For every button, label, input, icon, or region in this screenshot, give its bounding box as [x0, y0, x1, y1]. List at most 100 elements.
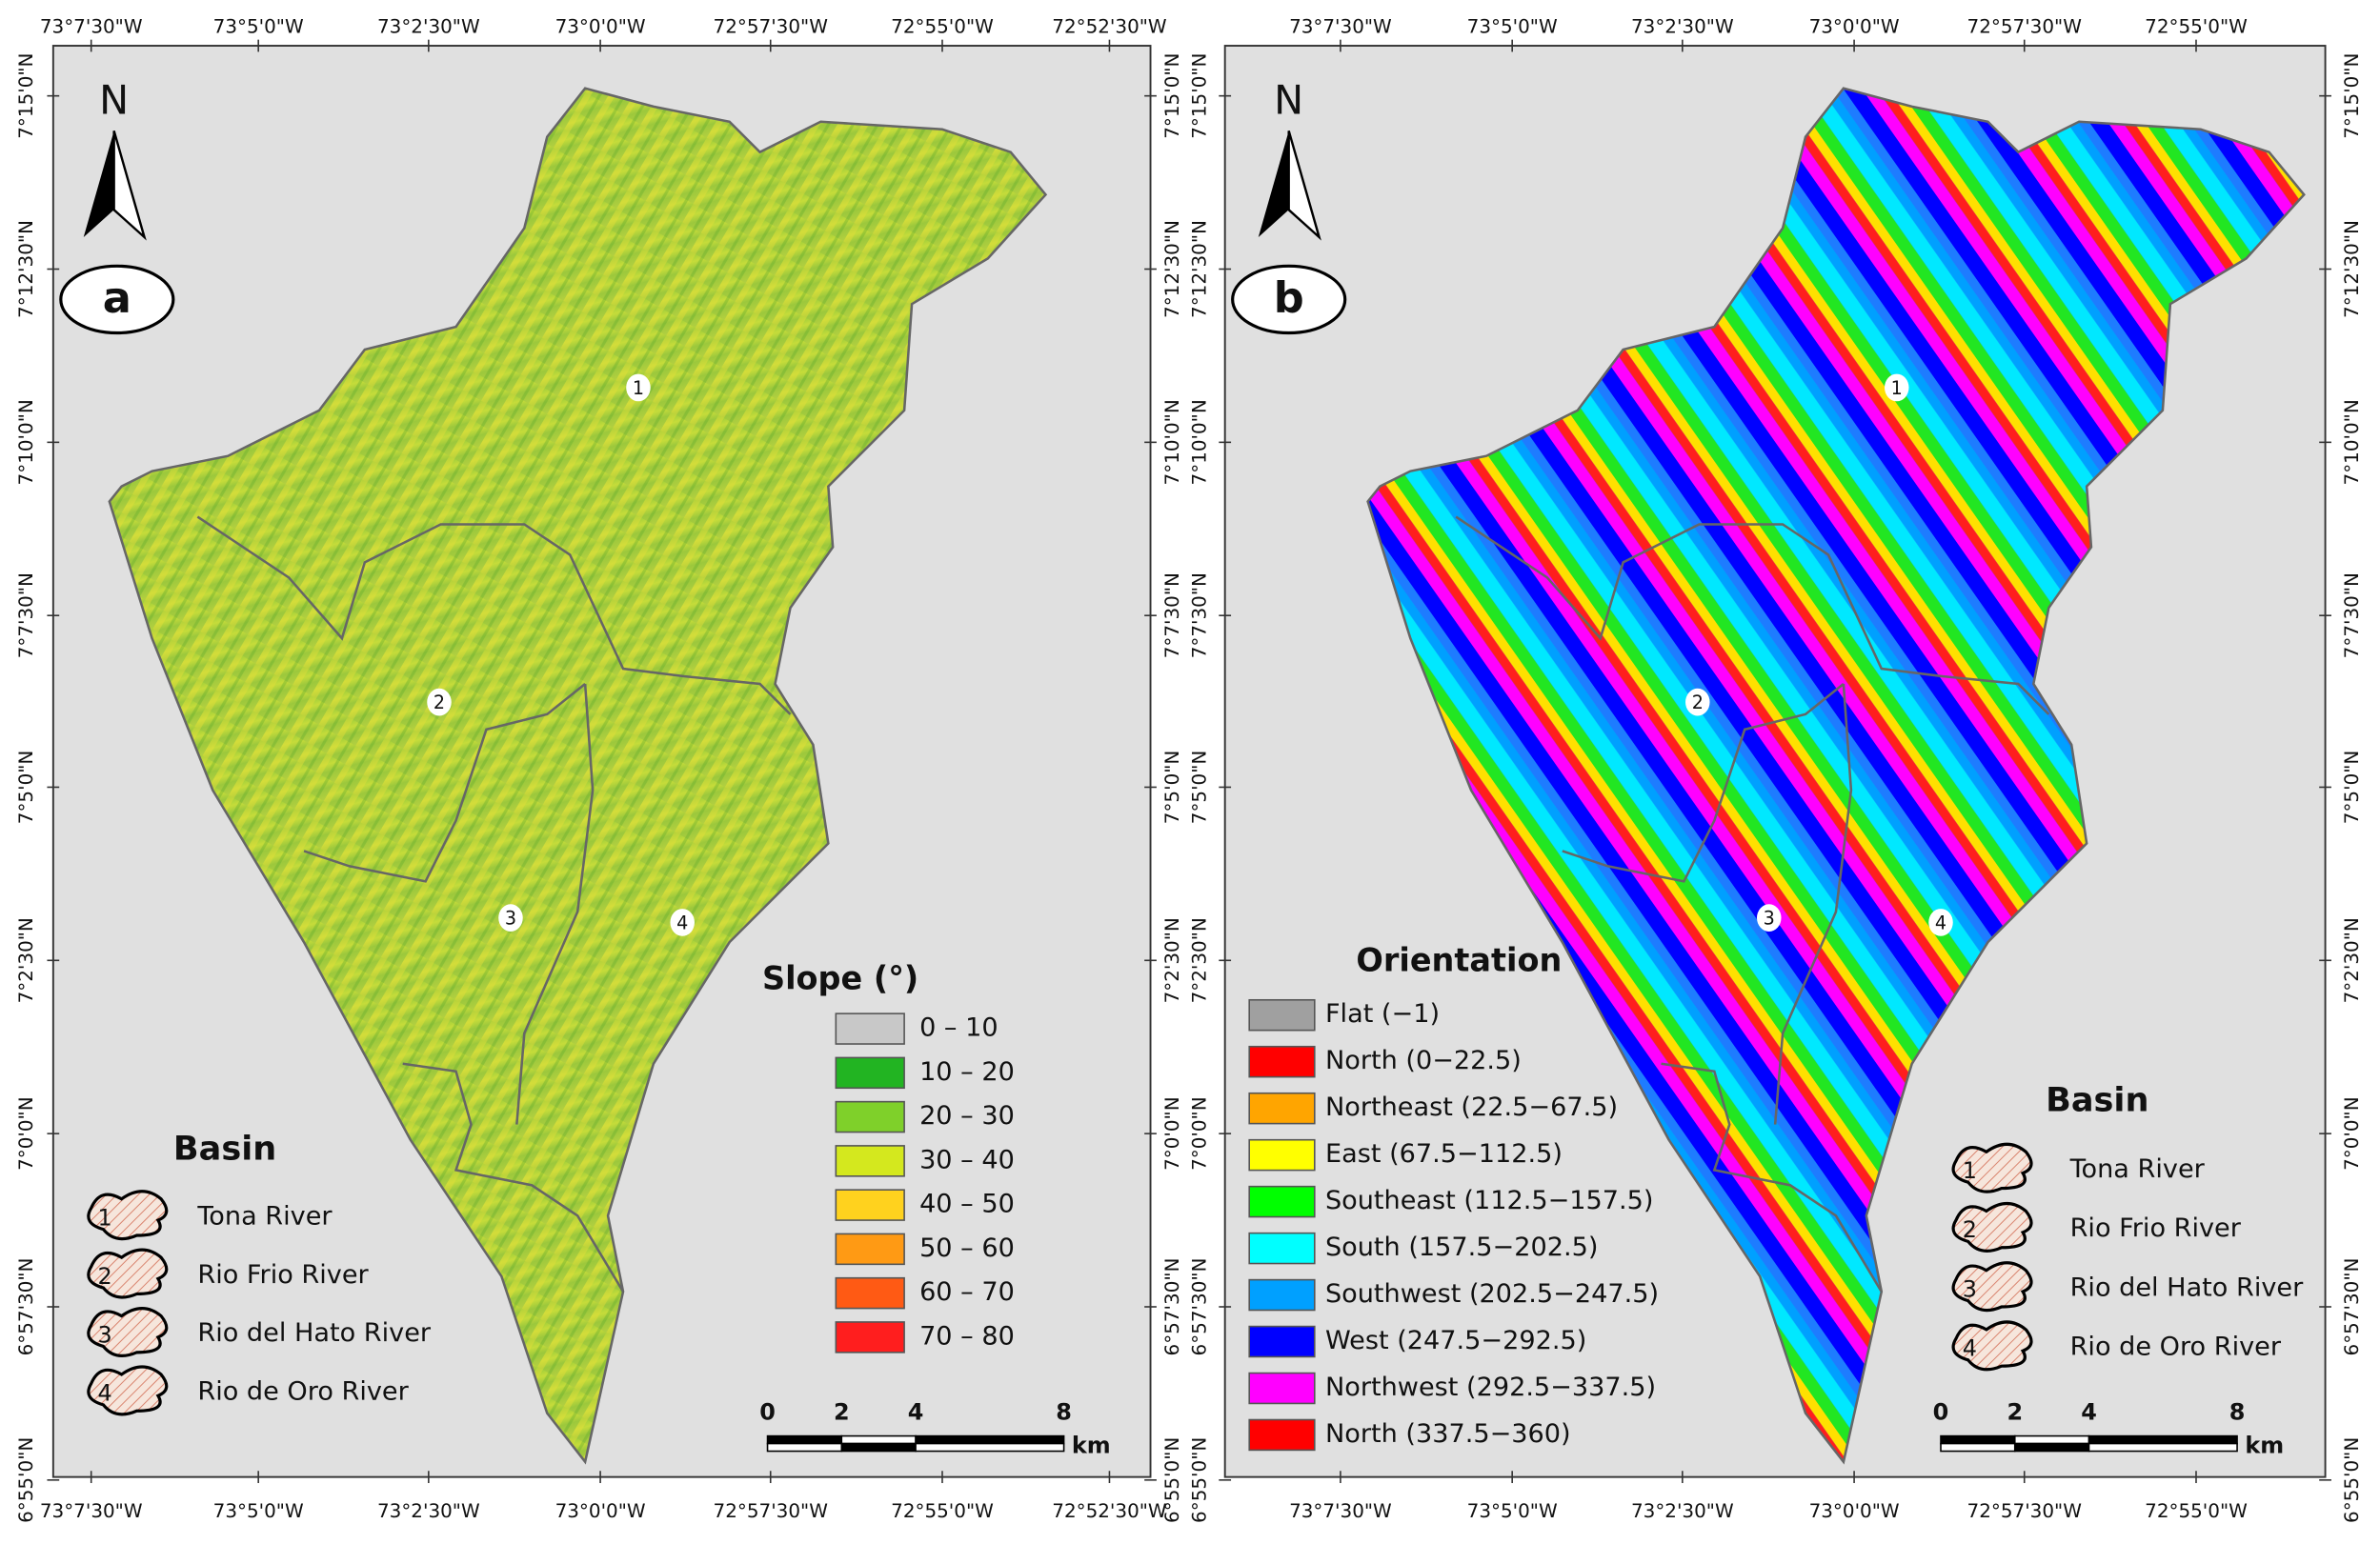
scale-unit: km	[1072, 1433, 1111, 1459]
legend-swatch	[1248, 1232, 1316, 1265]
scale-segment	[1940, 1442, 2016, 1453]
longitude-label: 73°0'0"W	[555, 1500, 646, 1522]
panel-letter-frame	[1231, 264, 1347, 335]
legend-label: North (0−22.5)	[1325, 1046, 1522, 1075]
legend-label: East (67.5−112.5)	[1325, 1139, 1563, 1169]
basin-marker-bg	[626, 373, 651, 402]
legend-icon	[1951, 1201, 2033, 1253]
basin-marker: 2	[1692, 692, 1704, 713]
legend-title: Slope (°)	[762, 960, 918, 997]
legend-label: 40 – 50	[919, 1190, 1015, 1219]
longitude-label: 73°7'30"W	[40, 1500, 143, 1522]
legend-icon-number: 2	[97, 1263, 111, 1290]
latitude-label: 7°10'0"N	[1189, 399, 1211, 485]
legend-swatch	[835, 1056, 905, 1090]
legend-swatch	[835, 1276, 905, 1310]
longitude-label: 73°5'0"W	[1467, 1500, 1558, 1522]
legend-icon-number: 3	[1963, 1275, 1977, 1302]
basin-marker-bg	[1928, 909, 1953, 936]
scale-label: 4	[908, 1399, 924, 1426]
latitude-label: 6°55'0"N	[2341, 1437, 2363, 1523]
panel-letter: a	[103, 273, 131, 323]
scale-segment	[766, 1442, 843, 1453]
latitude-label: 7°10'0"N	[15, 399, 37, 485]
latitude-label: 7°0'0"N	[1161, 1096, 1183, 1171]
longitude-label: 73°2'30"W	[1631, 1500, 1734, 1522]
longitude-label: 73°7'30"W	[1289, 1500, 1392, 1522]
basin-marker: 3	[505, 908, 516, 930]
legend-swatch	[835, 1321, 905, 1354]
legend-swatch	[1248, 1185, 1316, 1218]
legend-swatch	[1248, 1278, 1316, 1312]
legend-icon	[87, 1190, 169, 1241]
scale-unit: km	[2245, 1433, 2284, 1459]
legend-label: 20 – 30	[919, 1101, 1015, 1131]
north-arrow	[1287, 130, 1321, 241]
latitude-label: 6°57'30"N	[2341, 1258, 2363, 1356]
latitude-label: 6°55'0"N	[1161, 1437, 1183, 1523]
longitude-label: 73°0'0"W	[1809, 15, 1900, 37]
legend-label: Rio del Hato River	[197, 1318, 432, 1348]
legend-icon-number: 3	[97, 1321, 111, 1348]
latitude-label: 7°7'30"N	[1189, 572, 1211, 658]
longitude-label: 72°55'0"W	[2145, 1500, 2248, 1522]
scale-label: 8	[2229, 1399, 2246, 1426]
latitude-label: 7°7'30"N	[1161, 572, 1183, 658]
basin-marker: 3	[1764, 908, 1775, 930]
scale-segment	[2088, 1442, 2238, 1453]
latitude-label: 6°57'30"N	[15, 1258, 37, 1356]
legend-label: Rio Frio River	[2070, 1213, 2242, 1243]
legend-label: 0 – 10	[919, 1013, 998, 1043]
latitude-label: 7°12'30"N	[1189, 220, 1211, 318]
longitude-label: 72°55'0"W	[2145, 15, 2248, 37]
legend-label: Tona River	[196, 1201, 333, 1231]
longitude-label: 72°52'30"W	[1052, 1500, 1167, 1522]
legend-label: 70 – 80	[919, 1321, 1015, 1351]
legend-swatch	[1248, 998, 1316, 1032]
longitude-label: 72°57'30"W	[714, 15, 829, 37]
latitude-label: 7°5'0"N	[15, 751, 37, 825]
basin-marker: 4	[676, 912, 688, 934]
legend-label: 50 – 60	[919, 1233, 1015, 1263]
legend-icon	[87, 1365, 169, 1416]
sub-basin-boundary	[1562, 682, 1845, 883]
longitude-label: 73°5'0"W	[1467, 15, 1558, 37]
legend-icon-number: 2	[1963, 1216, 1977, 1243]
longitude-label: 73°7'30"W	[1289, 15, 1392, 37]
legend-label: Northwest (292.5−337.5)	[1325, 1373, 1656, 1402]
scale-segment	[915, 1434, 1065, 1445]
latitude-label: 7°5'0"N	[1161, 751, 1183, 825]
latitude-label: 6°55'0"N	[15, 1437, 37, 1523]
panel-letter: b	[1274, 273, 1304, 323]
legend-title: Basin	[173, 1130, 276, 1169]
longitude-label: 72°57'30"W	[1967, 15, 2083, 37]
legend-swatch	[835, 1013, 905, 1045]
latitude-label: 6°57'30"N	[1189, 1258, 1211, 1356]
scale-label: 4	[2081, 1399, 2097, 1426]
legend-swatch	[835, 1233, 905, 1266]
legend-label: 60 – 70	[919, 1277, 1015, 1307]
sub-basin-boundary	[1661, 1062, 1883, 1293]
scale-segment	[2013, 1434, 2090, 1445]
scale-segment	[766, 1434, 843, 1445]
basin-marker-bg	[1884, 373, 1909, 402]
basin-marker: 1	[633, 377, 644, 399]
latitude-label: 7°7'30"N	[2341, 572, 2363, 658]
legend-label: Tona River	[2069, 1154, 2206, 1184]
legend-swatch	[835, 1145, 905, 1177]
latitude-label: 6°57'30"N	[1161, 1258, 1183, 1356]
legend-label: Flat (−1)	[1325, 999, 1440, 1029]
latitude-label: 7°12'30"N	[2341, 220, 2363, 318]
legend-icon-number: 1	[97, 1204, 111, 1231]
legend-label: North (337.5−360)	[1325, 1419, 1571, 1449]
latitude-label: 6°55'0"N	[1189, 1437, 1211, 1523]
legend-swatch	[1248, 1138, 1316, 1172]
basin-marker-bg	[1756, 904, 1782, 932]
legend-icon-number: 4	[1963, 1335, 1977, 1362]
legend-icon	[1951, 1261, 2033, 1313]
panel-letter-frame	[59, 264, 175, 335]
sub-basin-boundary	[303, 682, 586, 883]
legend-icon	[1951, 1320, 2033, 1372]
legend-icon	[87, 1248, 169, 1299]
